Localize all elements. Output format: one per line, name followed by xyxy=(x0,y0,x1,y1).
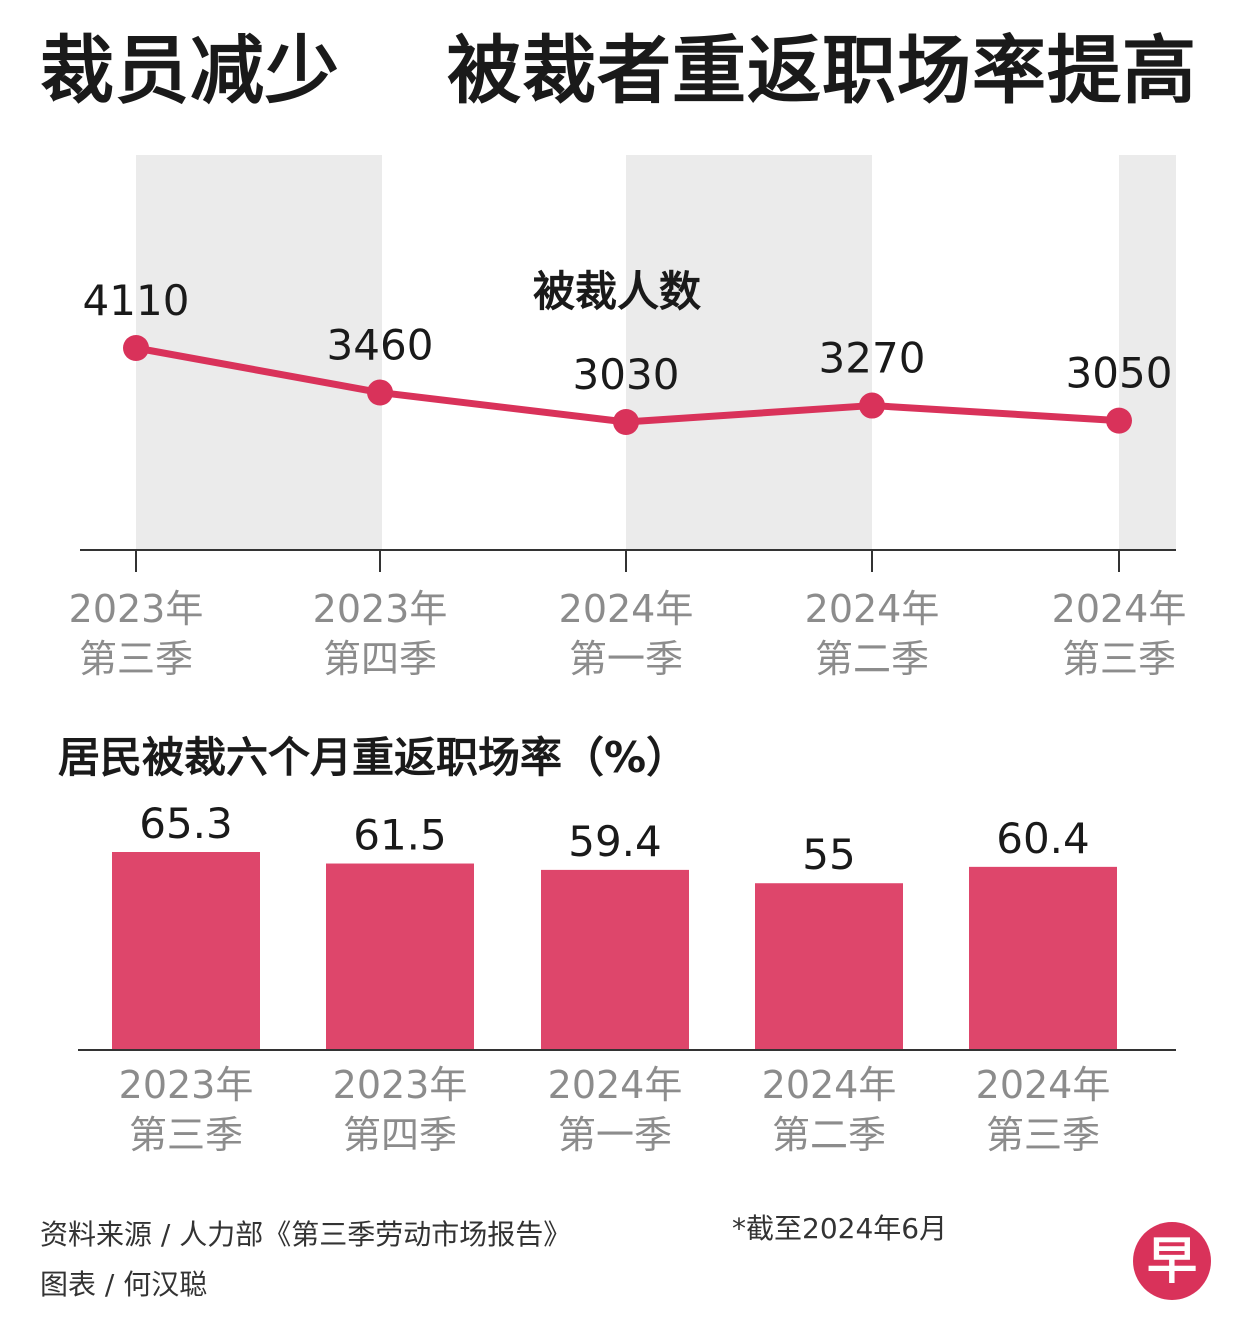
line-chart-x-label: 2023年第三季 xyxy=(69,587,204,681)
line-chart-x-label: 2024年第二季 xyxy=(805,587,940,681)
source-note: 资料来源 / 人力部《第三季劳动市场报告》 xyxy=(40,1218,572,1251)
bar-chart-data-label: 65.3 xyxy=(139,799,233,848)
line-chart-data-label: 4110 xyxy=(83,276,190,325)
line-chart-x-label: 2024年第一季 xyxy=(559,587,694,681)
line-chart-data-label: 3030 xyxy=(573,350,680,399)
date-note: *截至2024年6月 xyxy=(732,1212,948,1245)
bar-chart-bar xyxy=(112,852,260,1050)
line-chart-point xyxy=(367,379,393,406)
line-chart-point xyxy=(1106,407,1132,434)
page-title: 裁员减少 被裁者重返职场率提高 xyxy=(40,28,1198,114)
bar-chart-x-label: 2023年第四季 xyxy=(333,1063,468,1157)
bar-chart-bar xyxy=(541,869,689,1050)
line-chart-shading xyxy=(136,155,1176,550)
line-chart-data-label: 3050 xyxy=(1066,349,1173,398)
bar-chart-x-label: 2023年第三季 xyxy=(119,1063,254,1157)
line-chart-series: 4110 3460 3030 3270 3050 xyxy=(83,276,1173,435)
bar-chart-bar xyxy=(969,866,1117,1050)
bar-chart-data-label: 60.4 xyxy=(996,814,1090,863)
line-chart-data-label: 3270 xyxy=(819,334,926,383)
line-chart-point xyxy=(613,409,639,435)
line-chart-point xyxy=(859,392,885,419)
zaobao-logo: 早 xyxy=(1133,1222,1211,1300)
bar-chart-x-label: 2024年第三季 xyxy=(976,1063,1111,1157)
line-chart-point xyxy=(123,335,149,361)
bar-chart-title: 居民被裁六个月重返职场率（%） xyxy=(58,733,688,782)
bar-chart-bar xyxy=(326,863,474,1050)
line-chart-shade-band xyxy=(626,155,872,550)
line-chart-x-label: 2024年第三季 xyxy=(1052,587,1187,681)
bar-chart-bar xyxy=(755,883,903,1050)
bar-chart-data-label: 59.4 xyxy=(568,817,662,866)
line-chart-axis xyxy=(80,549,1176,572)
bar-chart-x-label: 2024年第二季 xyxy=(762,1063,897,1157)
bar-chart-x-labels: 2023年第三季 2023年第四季 2024年第一季 2024年第二季 2024年第三季 xyxy=(119,1063,1111,1157)
bar-chart-series: 65.3 61.5 59.4 55 60.4 xyxy=(112,799,1117,1050)
credit-note: 图表 / 何汉聪 xyxy=(40,1268,208,1301)
bar-chart-data-label: 61.5 xyxy=(353,811,447,860)
line-chart-shade-band xyxy=(1119,155,1176,550)
line-chart-x-labels: 2023年第三季 2023年第四季 2024年第一季 2024年第二季 2024年第三季 xyxy=(69,587,1187,681)
line-chart-x-label: 2023年第四季 xyxy=(313,587,448,681)
line-chart-data-label: 3460 xyxy=(327,321,434,370)
bar-chart-data-label: 55 xyxy=(802,830,855,879)
line-chart-title: 被裁人数 xyxy=(533,267,701,316)
bar-chart-x-label: 2024年第一季 xyxy=(548,1063,683,1157)
